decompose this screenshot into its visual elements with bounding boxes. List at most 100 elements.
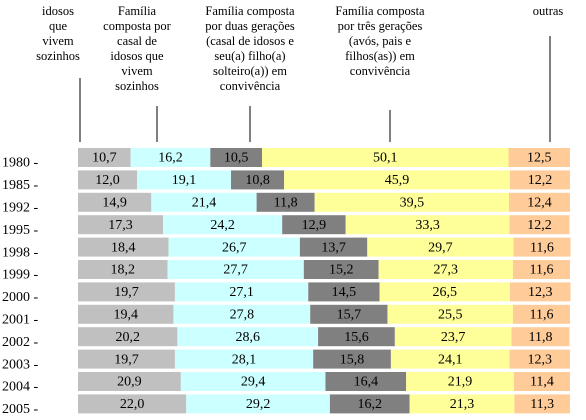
bar-segment <box>299 237 368 257</box>
bar-segment <box>509 170 570 190</box>
bar-segment <box>310 304 388 324</box>
bar-segment <box>509 349 570 369</box>
y-tick-label: 1985 - <box>2 178 39 193</box>
bar-segment <box>163 215 283 235</box>
data-label: 21,9 <box>448 375 473 390</box>
data-label: 11,4 <box>530 375 554 390</box>
data-label: 33,3 <box>415 218 440 233</box>
bar-segment <box>509 282 571 302</box>
data-label: 21,4 <box>192 196 217 211</box>
bar-segment <box>314 192 509 212</box>
bar-segment <box>511 327 570 347</box>
data-label: 27,7 <box>223 263 248 278</box>
y-tick-label: 2001 - <box>2 313 39 328</box>
data-label: 19,4 <box>113 308 138 323</box>
data-label: 17,3 <box>108 218 133 233</box>
bar-segment <box>130 148 211 167</box>
data-label: 12,0 <box>95 173 120 188</box>
y-tick-label: 1992 - <box>2 201 39 216</box>
bar-segment <box>367 237 514 257</box>
bar-segment <box>284 170 510 190</box>
bar-segment <box>513 237 571 257</box>
data-label: 20,2 <box>115 330 140 345</box>
data-label: 19,7 <box>114 285 139 300</box>
bar-segment <box>78 260 168 279</box>
bar-segment <box>78 304 174 324</box>
y-tick-label: 1999 - <box>2 268 39 283</box>
bar-segment <box>514 394 570 414</box>
bar-segment <box>379 282 510 302</box>
bar-segment <box>78 237 169 257</box>
bar-segment <box>390 349 510 369</box>
bar-segment <box>78 394 187 414</box>
bar-segment <box>318 327 395 347</box>
data-label: 12,9 <box>302 218 327 233</box>
data-label: 18,4 <box>111 240 136 255</box>
bar-segment <box>329 394 410 414</box>
data-label: 28,6 <box>235 330 260 345</box>
y-tick-label: 1995 - <box>2 223 39 238</box>
data-label: 45,9 <box>385 173 410 188</box>
data-label: 27,8 <box>230 308 255 323</box>
data-label: 50,1 <box>373 151 398 166</box>
bar-segment <box>210 148 263 167</box>
bar-segment <box>378 260 513 279</box>
bar-segment <box>151 192 257 212</box>
bar-segment <box>78 148 131 167</box>
data-label: 11,8 <box>274 196 298 211</box>
bar-segment <box>174 349 314 369</box>
data-label: 20,9 <box>117 375 142 390</box>
bar-segment <box>78 349 175 369</box>
bar-segment <box>168 237 300 257</box>
data-label: 11,8 <box>528 330 552 345</box>
bar-segment <box>345 215 510 235</box>
data-label: 24,1 <box>438 352 463 367</box>
bar-segment <box>78 372 181 391</box>
data-label: 10,8 <box>245 173 270 188</box>
y-tick-label: 2004 - <box>2 380 39 395</box>
data-label: 24,2 <box>210 218 235 233</box>
bar-segment <box>173 304 311 324</box>
data-label: 16,4 <box>354 375 379 390</box>
y-tick-label: 1980 - <box>2 156 39 171</box>
y-tick-label: 2005 - <box>2 402 39 417</box>
data-label: 26,5 <box>433 285 458 300</box>
data-label: 10,7 <box>92 151 117 166</box>
data-label: 29,2 <box>246 397 271 412</box>
legend-entry: Família composta por três gerações (avós… <box>335 4 425 78</box>
data-label: 18,2 <box>111 263 136 278</box>
bar-segment <box>78 170 138 190</box>
data-label: 10,5 <box>224 151 249 166</box>
data-label: 28,1 <box>232 352 257 367</box>
y-tick-label: 1998 - <box>2 245 39 260</box>
bar-segment <box>231 170 285 190</box>
bar-segment <box>512 304 570 324</box>
bar-segment <box>177 327 319 347</box>
data-label: 13,7 <box>321 240 346 255</box>
legend-entry: outras <box>532 4 564 18</box>
data-label: 14,9 <box>102 196 127 211</box>
bar-segment <box>394 327 512 347</box>
data-label: 14,5 <box>332 285 357 300</box>
bar-segment <box>325 372 407 391</box>
y-tick-label: 2002 - <box>2 335 39 350</box>
data-label: 15,6 <box>344 330 369 345</box>
data-label: 16,2 <box>158 151 183 166</box>
bar-segment <box>308 282 380 302</box>
data-label: 27,1 <box>229 285 254 300</box>
bar-segment <box>303 260 379 279</box>
data-label: 11,3 <box>530 397 554 412</box>
bar-segment <box>282 215 346 235</box>
bar-segment <box>513 372 570 391</box>
bar-segment <box>508 148 570 167</box>
bar-segment <box>262 148 509 167</box>
data-label: 16,2 <box>358 397 383 412</box>
data-label: 25,5 <box>438 308 463 323</box>
bar-segment <box>406 372 514 391</box>
data-label: 27,3 <box>434 263 459 278</box>
bar-segment <box>508 192 570 212</box>
bar-segment <box>409 394 515 414</box>
legend-entry: Família composta por duas gerações (casa… <box>205 4 295 93</box>
bar-segment <box>509 215 570 235</box>
